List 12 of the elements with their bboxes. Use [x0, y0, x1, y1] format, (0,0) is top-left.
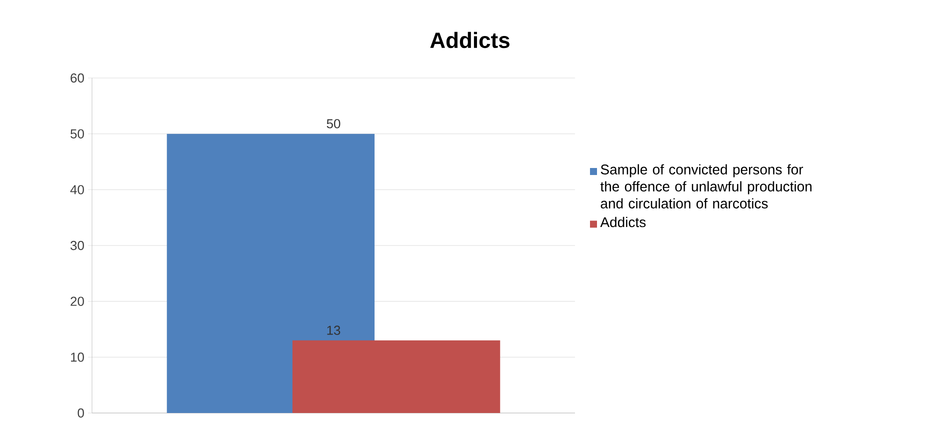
y-tick-label: 40: [70, 185, 84, 194]
y-tick-label: 0: [78, 408, 84, 418]
y-tick-label: 50: [70, 129, 84, 138]
y-tick-label: 30: [70, 240, 84, 250]
data-label: 50: [326, 119, 340, 128]
legend-label: Addicts: [600, 216, 646, 228]
y-tick-label: 10: [70, 352, 84, 362]
chart-title: Addicts: [430, 32, 510, 48]
data-label: 13: [327, 326, 340, 335]
legend-label: Sample of convicted persons for the offence of unlawful production and circulation of narcotics: [600, 164, 812, 208]
y-tick-label: 60: [70, 73, 84, 83]
y-tick-label: 20: [70, 296, 84, 306]
